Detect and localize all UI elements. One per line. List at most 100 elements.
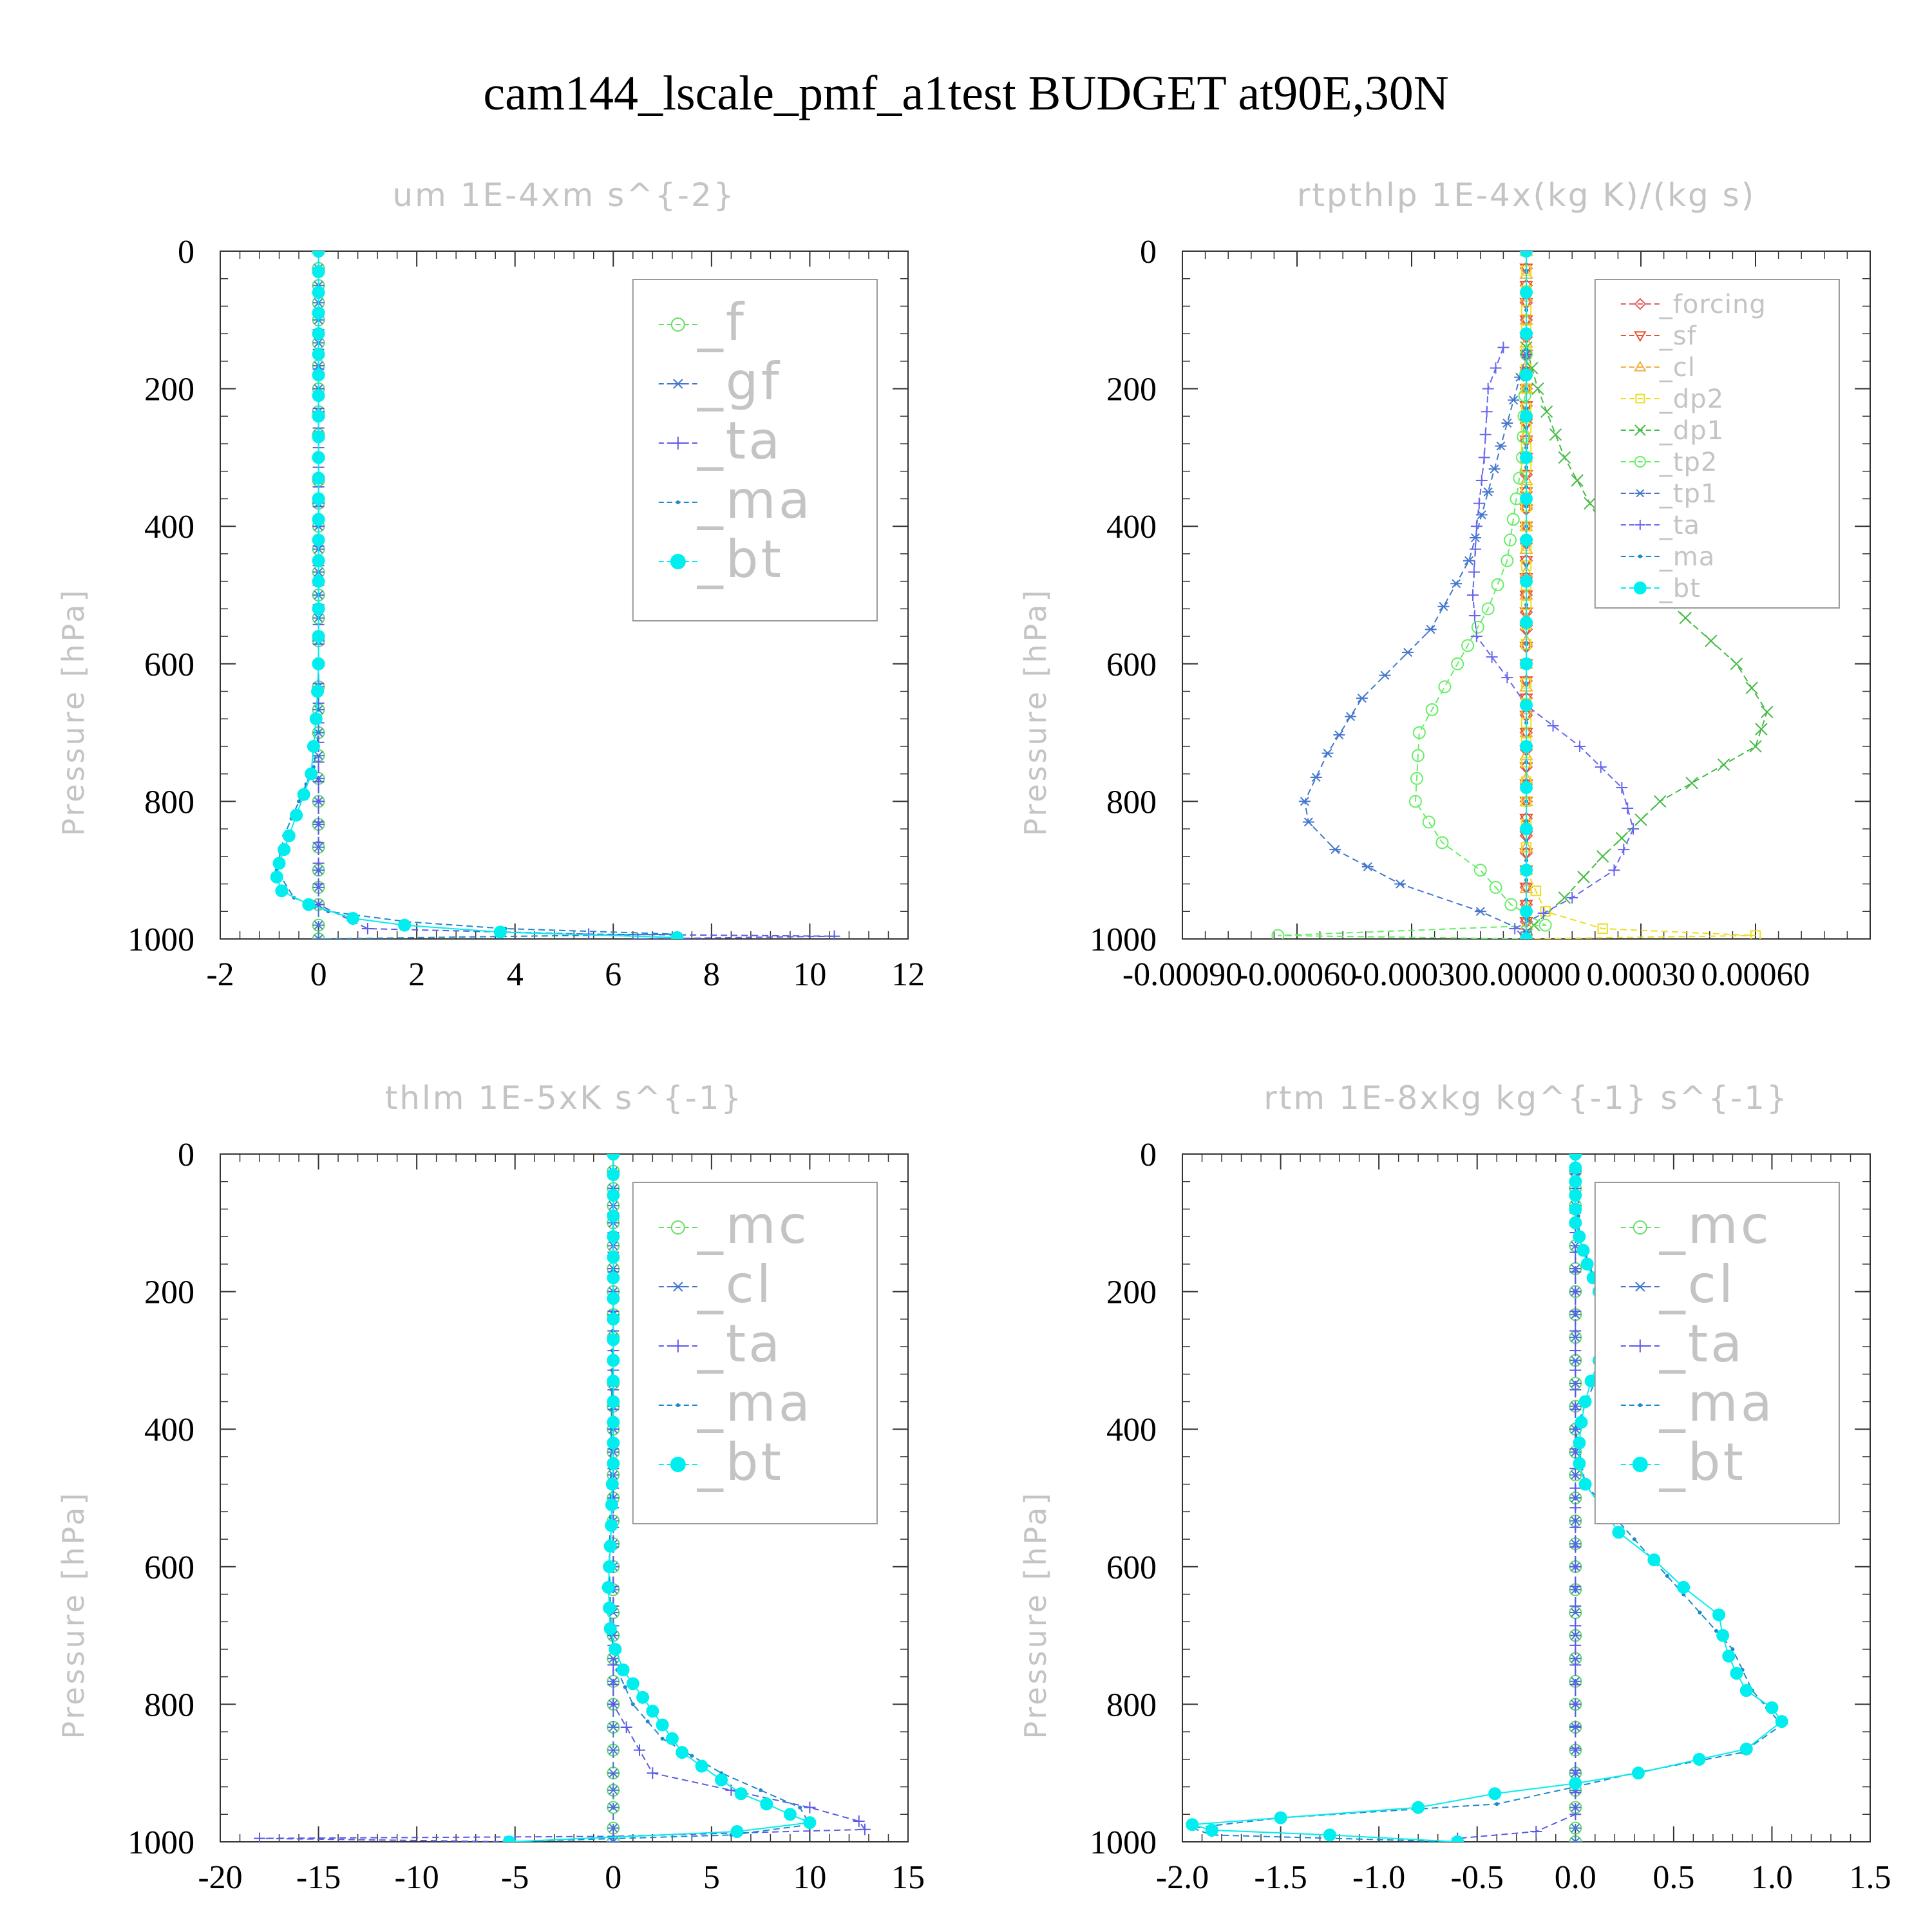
data-point [398,918,412,932]
data-point [1558,891,1571,904]
data-point [1558,451,1571,464]
data-point [1577,871,1590,884]
data-point [828,930,840,939]
data-point [1595,761,1607,773]
data-point [1520,533,1533,547]
data-point [1540,405,1553,418]
y-tick-label: 1000 [128,922,194,958]
data-point [305,767,318,781]
series-line [276,251,677,939]
data-point [312,410,325,423]
legend-label: _bt [697,529,784,589]
legend-label: _gf [697,352,782,412]
data-point [1569,1161,1582,1175]
data-point [312,533,325,547]
data-point [1451,1835,1464,1842]
data-point [1631,1766,1645,1780]
x-tick-label: 10 [793,1859,826,1896]
data-point [1569,1580,1582,1593]
x-tick-label: -1.5 [1254,1859,1307,1896]
legend-label: _tp2 [1659,448,1718,477]
data-point [312,348,325,361]
data-point [1438,680,1452,694]
y-tick-label: 0 [178,234,194,270]
data-point [760,1797,773,1811]
data-point [1573,1436,1586,1450]
plot-frame [1182,1153,1871,1842]
data-point [1569,1305,1582,1318]
legend-marker [671,1340,685,1352]
legend-label: _ma [1659,1373,1775,1433]
data-point [1569,1403,1582,1416]
data-point [312,307,325,320]
x-tick-label: 0.00060 [1701,956,1810,993]
data-point [1739,1684,1753,1698]
data-point [312,368,325,382]
legend-marker [670,1457,686,1472]
legend-label: _f [697,292,746,352]
data-point [316,708,321,712]
data-point [1571,474,1584,487]
legend-marker [671,379,685,389]
legend: _mc_cl_ta_ma_bt [1594,1182,1840,1524]
data-point [312,857,325,869]
data-point [312,430,325,444]
legend-marker [671,1282,685,1292]
data-point [1469,543,1481,555]
series-bt [502,1154,817,1842]
data-point [1569,1720,1582,1732]
legend-marker [671,437,685,450]
data-point [312,265,325,279]
data-point [1569,1502,1582,1514]
data-point [312,513,325,526]
data-point [1698,1611,1702,1615]
data-point [1569,1364,1582,1376]
data-point [1716,1629,1730,1642]
data-point [607,1292,620,1305]
data-point [603,1601,616,1615]
plot-frame [220,1153,909,1842]
legend-label: _bt [1659,574,1701,603]
data-point [803,1816,817,1830]
data-point [312,389,325,402]
data-point [1745,681,1758,694]
data-point [1361,862,1374,871]
legend-marker [1632,1457,1648,1472]
data-point [1653,795,1667,808]
data-point [1569,1285,1582,1298]
data-point [620,1721,632,1733]
data-point [1451,657,1464,670]
data-point [853,1815,865,1827]
data-point [1425,625,1437,634]
legend-marker [1634,331,1647,342]
y-tick-label: 200 [144,372,194,408]
data-point [1692,1752,1706,1766]
legend: _forcing_sf_cl_dp2_dp1_tp2_tp1_ta_ma_bt [1594,279,1840,609]
data-point [607,1722,620,1732]
data-point [1205,1823,1218,1837]
data-point [607,1312,620,1326]
data-point [1569,1764,1582,1776]
data-point [1412,726,1426,739]
panel-title: thlm 1E-5xK s^{-1} [385,1079,744,1117]
legend-label: _ma [697,1373,813,1433]
data-point [1450,579,1463,589]
data-point [1739,1742,1753,1756]
legend-marker [1633,1340,1647,1352]
data-point [1685,777,1698,790]
data-point [1468,566,1480,578]
data-point [1333,730,1345,740]
y-tick-label: 600 [1106,647,1157,683]
data-point [312,934,325,939]
data-point [1473,497,1485,509]
series-bt [270,251,684,939]
x-tick-label: -0.00060 [1237,956,1357,993]
data-point [312,471,325,485]
data-point [1520,492,1533,506]
data-point [759,1788,763,1792]
data-point [1730,658,1743,670]
x-tick-label: -10 [394,1859,439,1896]
data-point [1410,772,1423,785]
x-tick-label: 1.5 [1850,1859,1891,1896]
